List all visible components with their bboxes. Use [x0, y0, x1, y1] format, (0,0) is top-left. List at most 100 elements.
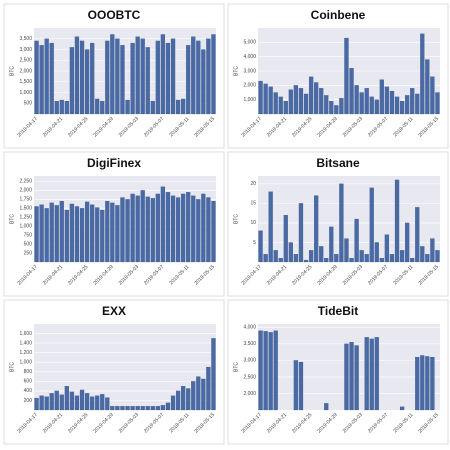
y-tick-label: 2,000 — [243, 83, 256, 89]
bar — [165, 192, 171, 263]
bar — [435, 92, 440, 115]
bar — [170, 195, 176, 263]
bar — [79, 40, 85, 115]
bar — [314, 195, 319, 263]
y-tick-label: 1,200 — [19, 350, 32, 356]
bar — [374, 242, 379, 263]
bar — [90, 396, 95, 411]
bar — [95, 207, 100, 263]
bar — [110, 406, 115, 411]
y-tick-label: 1,000 — [243, 97, 256, 103]
bar — [425, 356, 430, 411]
y-tick-label: 1,400 — [19, 340, 32, 346]
bar — [384, 234, 390, 263]
bar — [324, 257, 329, 263]
bar — [115, 406, 120, 411]
y-tick-label: 2,500 — [243, 374, 256, 380]
bar — [145, 196, 150, 263]
bar — [258, 80, 263, 115]
bar — [120, 45, 125, 115]
bar — [79, 208, 85, 263]
y-tick-label: 3,000 — [243, 68, 256, 74]
bar — [105, 200, 110, 263]
bar — [399, 406, 405, 411]
bar — [115, 205, 120, 263]
bar — [339, 98, 344, 115]
bar — [201, 49, 206, 115]
bar — [84, 393, 90, 411]
bar — [39, 395, 44, 411]
bar — [100, 209, 105, 263]
bar — [105, 40, 110, 115]
bar — [425, 254, 430, 263]
bar — [69, 47, 75, 115]
bar — [319, 88, 324, 115]
bar — [165, 42, 171, 115]
bar — [384, 86, 390, 115]
bar — [125, 199, 130, 263]
bar — [135, 36, 140, 115]
bar — [150, 198, 155, 263]
y-axis-label: BTC — [233, 214, 239, 224]
bar — [415, 93, 420, 115]
y-tick-label: 1,500 — [19, 79, 32, 85]
bar — [415, 356, 420, 411]
bar — [298, 203, 304, 263]
bar — [100, 100, 105, 115]
y-tick-label: 1,750 — [19, 197, 32, 203]
bar — [273, 92, 278, 115]
bar — [74, 36, 80, 115]
bar — [298, 88, 304, 115]
y-tick-label: 3,000 — [243, 358, 256, 364]
bar — [288, 89, 293, 115]
bar — [201, 193, 206, 263]
bar — [319, 246, 324, 263]
y-tick-label: 500 — [24, 241, 33, 247]
bar — [110, 202, 115, 263]
bar — [79, 389, 85, 411]
y-tick-label: 10 — [250, 220, 256, 226]
bar — [420, 246, 425, 263]
bar — [39, 45, 44, 115]
bar — [206, 38, 211, 115]
bar — [59, 394, 64, 411]
bar — [211, 200, 216, 263]
bar — [308, 250, 314, 263]
bar — [369, 187, 374, 263]
bar — [206, 197, 211, 263]
chart-title: EXX — [102, 304, 126, 318]
bar — [263, 83, 268, 115]
bar — [344, 238, 349, 263]
y-axis-label: BTC — [9, 362, 15, 372]
bar — [130, 193, 135, 263]
bar — [293, 85, 299, 115]
bar — [359, 250, 364, 263]
bar — [324, 95, 329, 115]
bar — [34, 40, 39, 115]
bar — [90, 204, 95, 263]
bar — [329, 226, 334, 263]
bar — [399, 100, 405, 115]
bar — [54, 390, 59, 411]
y-tick-label: 2,000 — [243, 391, 256, 397]
bar — [95, 395, 100, 411]
bar — [258, 330, 263, 411]
bar — [258, 230, 263, 263]
bar — [394, 179, 400, 263]
bar — [344, 343, 349, 411]
y-tick-label: 400 — [24, 388, 33, 394]
bar — [435, 250, 440, 263]
y-tick-label: 5,000 — [243, 40, 256, 46]
bar — [175, 99, 181, 115]
bar — [334, 254, 339, 263]
bar — [420, 355, 425, 411]
bar — [125, 99, 130, 115]
bar — [150, 406, 155, 411]
bar — [263, 331, 268, 411]
y-tick-label: 20 — [250, 181, 256, 187]
plot-area — [258, 324, 440, 410]
bar — [298, 361, 304, 411]
y-tick-label: 600 — [24, 379, 33, 385]
bar — [140, 190, 145, 263]
bar — [364, 254, 369, 263]
